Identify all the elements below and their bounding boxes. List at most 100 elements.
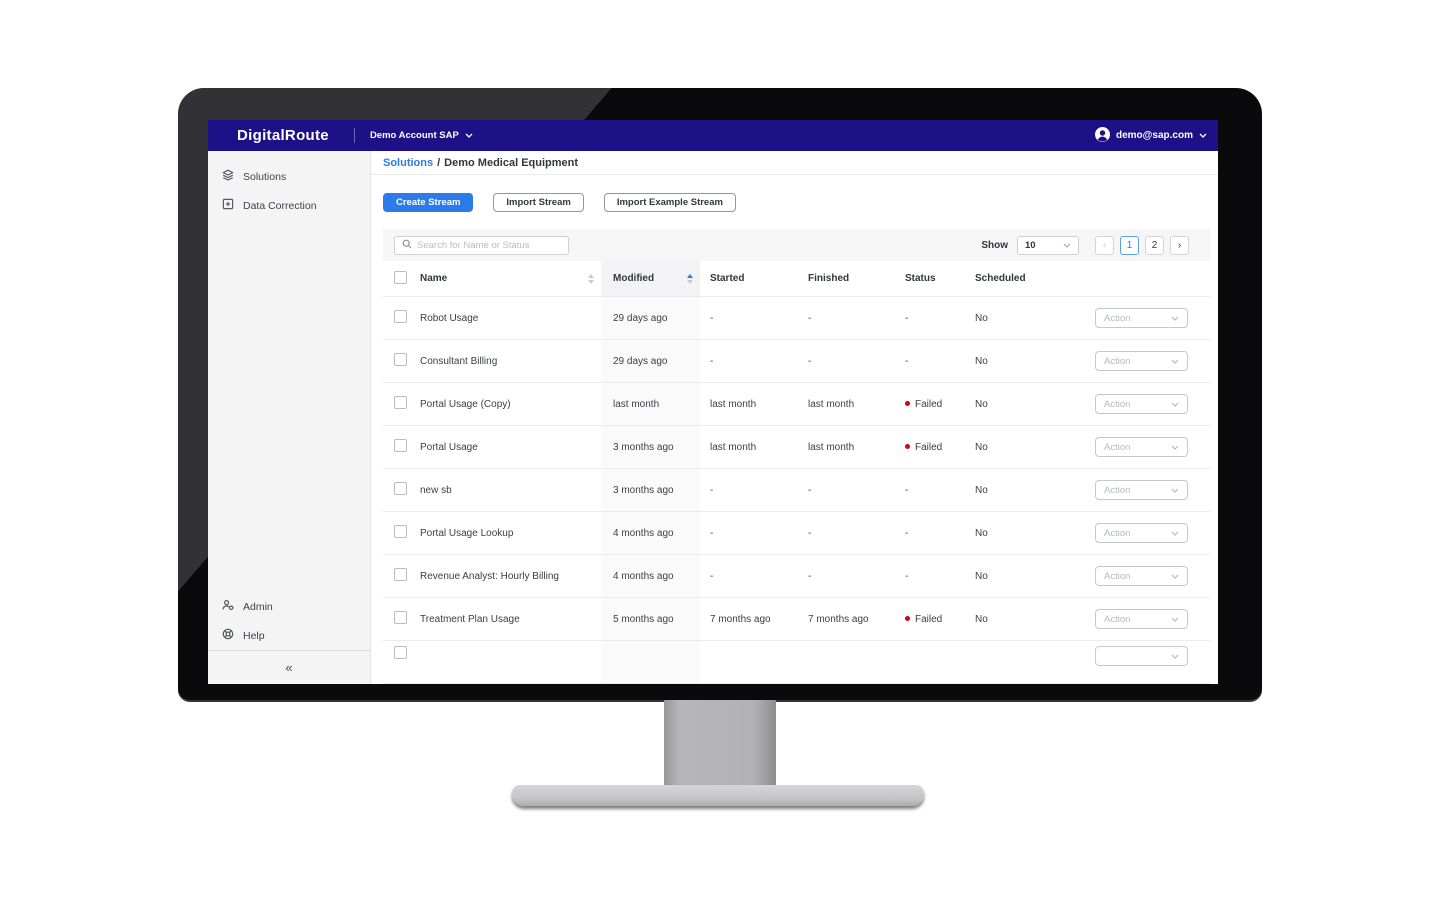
row-checkbox[interactable] bbox=[394, 611, 407, 624]
pagination: ‹ 1 2 › bbox=[1095, 235, 1189, 255]
stream-name[interactable]: Portal Usage bbox=[420, 441, 478, 453]
breadcrumb-solutions-link[interactable]: Solutions bbox=[383, 156, 434, 169]
table-row: Portal Usage 3 months ago last month las… bbox=[383, 426, 1210, 469]
stream-scheduled: No bbox=[975, 355, 988, 367]
chevron-down-icon bbox=[1199, 133, 1207, 138]
action-dropdown[interactable]: Action bbox=[1095, 609, 1188, 629]
stream-scheduled: No bbox=[975, 312, 988, 324]
stream-name[interactable]: Portal Usage (Copy) bbox=[420, 398, 511, 410]
collapse-icon: « bbox=[285, 660, 293, 675]
app-window: DigitalRoute Demo Account SAP demo@sap.c… bbox=[208, 120, 1218, 684]
stream-modified: 29 days ago bbox=[613, 312, 668, 324]
stream-modified: 5 months ago bbox=[613, 613, 674, 625]
help-icon bbox=[222, 628, 234, 643]
sidebar-item-solutions[interactable]: Solutions bbox=[208, 162, 370, 191]
table-row: Robot Usage 29 days ago - - - No Action bbox=[383, 297, 1210, 340]
action-dropdown[interactable]: Action bbox=[1095, 523, 1188, 543]
column-header-scheduled[interactable]: Scheduled bbox=[975, 273, 1026, 284]
action-dropdown[interactable]: Action bbox=[1095, 394, 1188, 414]
row-checkbox[interactable] bbox=[394, 310, 407, 323]
page-title: Demo Medical Equipment bbox=[444, 156, 579, 169]
column-header-started[interactable]: Started bbox=[710, 273, 745, 284]
select-all-checkbox[interactable] bbox=[394, 270, 407, 284]
action-dropdown[interactable]: Action bbox=[1095, 351, 1188, 371]
sidebar-item-data-correction[interactable]: Data Correction bbox=[208, 191, 370, 220]
search-box bbox=[394, 235, 569, 255]
create-stream-button[interactable]: Create Stream bbox=[383, 193, 474, 212]
stream-table-rows: Robot Usage 29 days ago - - - No Action … bbox=[383, 297, 1210, 684]
stream-name[interactable]: Portal Usage Lookup bbox=[420, 527, 514, 539]
stream-started: last month bbox=[710, 441, 757, 453]
row-checkbox[interactable] bbox=[394, 439, 407, 452]
action-dropdown[interactable]: Action bbox=[1095, 437, 1188, 457]
chevron-down-icon bbox=[1171, 651, 1179, 662]
row-checkbox[interactable] bbox=[394, 525, 407, 538]
stream-finished: last month bbox=[808, 441, 855, 453]
column-header-finished[interactable]: Finished bbox=[808, 273, 850, 284]
stream-finished: - bbox=[808, 484, 812, 496]
stream-finished: - bbox=[808, 355, 812, 367]
row-checkbox[interactable] bbox=[394, 482, 407, 495]
breadcrumb: Solutions / Demo Medical Equipment bbox=[371, 151, 1218, 175]
import-example-stream-button[interactable]: Import Example Stream bbox=[603, 193, 736, 212]
stream-finished: - bbox=[808, 570, 812, 582]
stream-name[interactable]: Revenue Analyst: Hourly Billing bbox=[420, 570, 559, 582]
main-content: Solutions / Demo Medical Equipment Creat… bbox=[371, 151, 1218, 684]
stream-modified: 29 days ago bbox=[613, 355, 668, 367]
column-header-modified[interactable]: Modified bbox=[601, 261, 700, 296]
stream-started: - bbox=[710, 527, 714, 539]
stream-name[interactable]: Consultant Billing bbox=[420, 355, 498, 367]
pagination-page-1-button[interactable]: 1 bbox=[1120, 235, 1139, 255]
stream-actions: Create Stream Import Stream Import Examp… bbox=[371, 175, 1218, 212]
sidebar-item-label: Admin bbox=[243, 600, 273, 613]
chevron-down-icon bbox=[1171, 528, 1179, 539]
data-correction-icon bbox=[222, 198, 234, 213]
row-checkbox[interactable] bbox=[394, 646, 407, 659]
pagination-prev-button[interactable]: ‹ bbox=[1095, 235, 1114, 255]
stream-modified: 4 months ago bbox=[613, 570, 674, 582]
sidebar-item-label: Solutions bbox=[243, 170, 287, 183]
search-input[interactable] bbox=[417, 239, 561, 251]
action-dropdown[interactable]: Action bbox=[1095, 480, 1188, 500]
navbar-divider bbox=[353, 128, 355, 143]
row-checkbox[interactable] bbox=[394, 568, 407, 581]
sidebar-item-help[interactable]: Help bbox=[208, 621, 370, 650]
pagination-page-2-button[interactable]: 2 bbox=[1145, 235, 1164, 255]
sidebar-bottom: Admin Help « bbox=[208, 592, 370, 684]
action-dropdown[interactable]: Action bbox=[1095, 308, 1188, 328]
stream-status: - bbox=[905, 484, 909, 496]
user-avatar-icon bbox=[1095, 126, 1110, 145]
pagination-next-button[interactable]: › bbox=[1170, 235, 1189, 255]
stream-modified: last month bbox=[613, 398, 660, 410]
stream-name[interactable]: Treatment Plan Usage bbox=[420, 613, 520, 625]
stream-started: - bbox=[710, 570, 714, 582]
stream-status: - bbox=[905, 527, 909, 539]
stream-scheduled: No bbox=[975, 570, 988, 582]
chevron-down-icon bbox=[1171, 442, 1179, 453]
row-checkbox[interactable] bbox=[394, 396, 407, 409]
row-checkbox[interactable] bbox=[394, 353, 407, 366]
account-switcher[interactable]: Demo Account SAP bbox=[370, 130, 473, 141]
action-dropdown[interactable]: Action bbox=[1095, 566, 1188, 586]
stream-finished: 7 months ago bbox=[808, 613, 869, 625]
table-row: Revenue Analyst: Hourly Billing 4 months… bbox=[383, 555, 1210, 598]
stream-name[interactable]: new sb bbox=[420, 484, 452, 496]
stream-name[interactable]: Robot Usage bbox=[420, 312, 479, 324]
sidebar: Solutions Data Correction bbox=[208, 151, 371, 684]
stream-modified: 3 months ago bbox=[613, 441, 674, 453]
sidebar-collapse-button[interactable]: « bbox=[208, 650, 370, 684]
stream-finished: last month bbox=[808, 398, 855, 410]
user-menu[interactable]: demo@sap.com bbox=[1095, 126, 1207, 145]
sidebar-item-label: Data Correction bbox=[243, 199, 317, 212]
stream-started: - bbox=[710, 312, 714, 324]
chevron-down-icon bbox=[1171, 614, 1179, 625]
page-size-select[interactable]: 10 bbox=[1017, 235, 1079, 255]
action-dropdown[interactable] bbox=[1095, 646, 1188, 666]
import-stream-button[interactable]: Import Stream bbox=[493, 193, 584, 212]
stream-finished: - bbox=[808, 312, 812, 324]
column-header-status[interactable]: Status bbox=[905, 273, 936, 284]
column-header-name[interactable]: Name bbox=[411, 261, 601, 296]
stream-status: Failed bbox=[895, 399, 965, 410]
sidebar-item-admin[interactable]: Admin bbox=[208, 592, 370, 621]
show-label: Show bbox=[981, 239, 1008, 251]
